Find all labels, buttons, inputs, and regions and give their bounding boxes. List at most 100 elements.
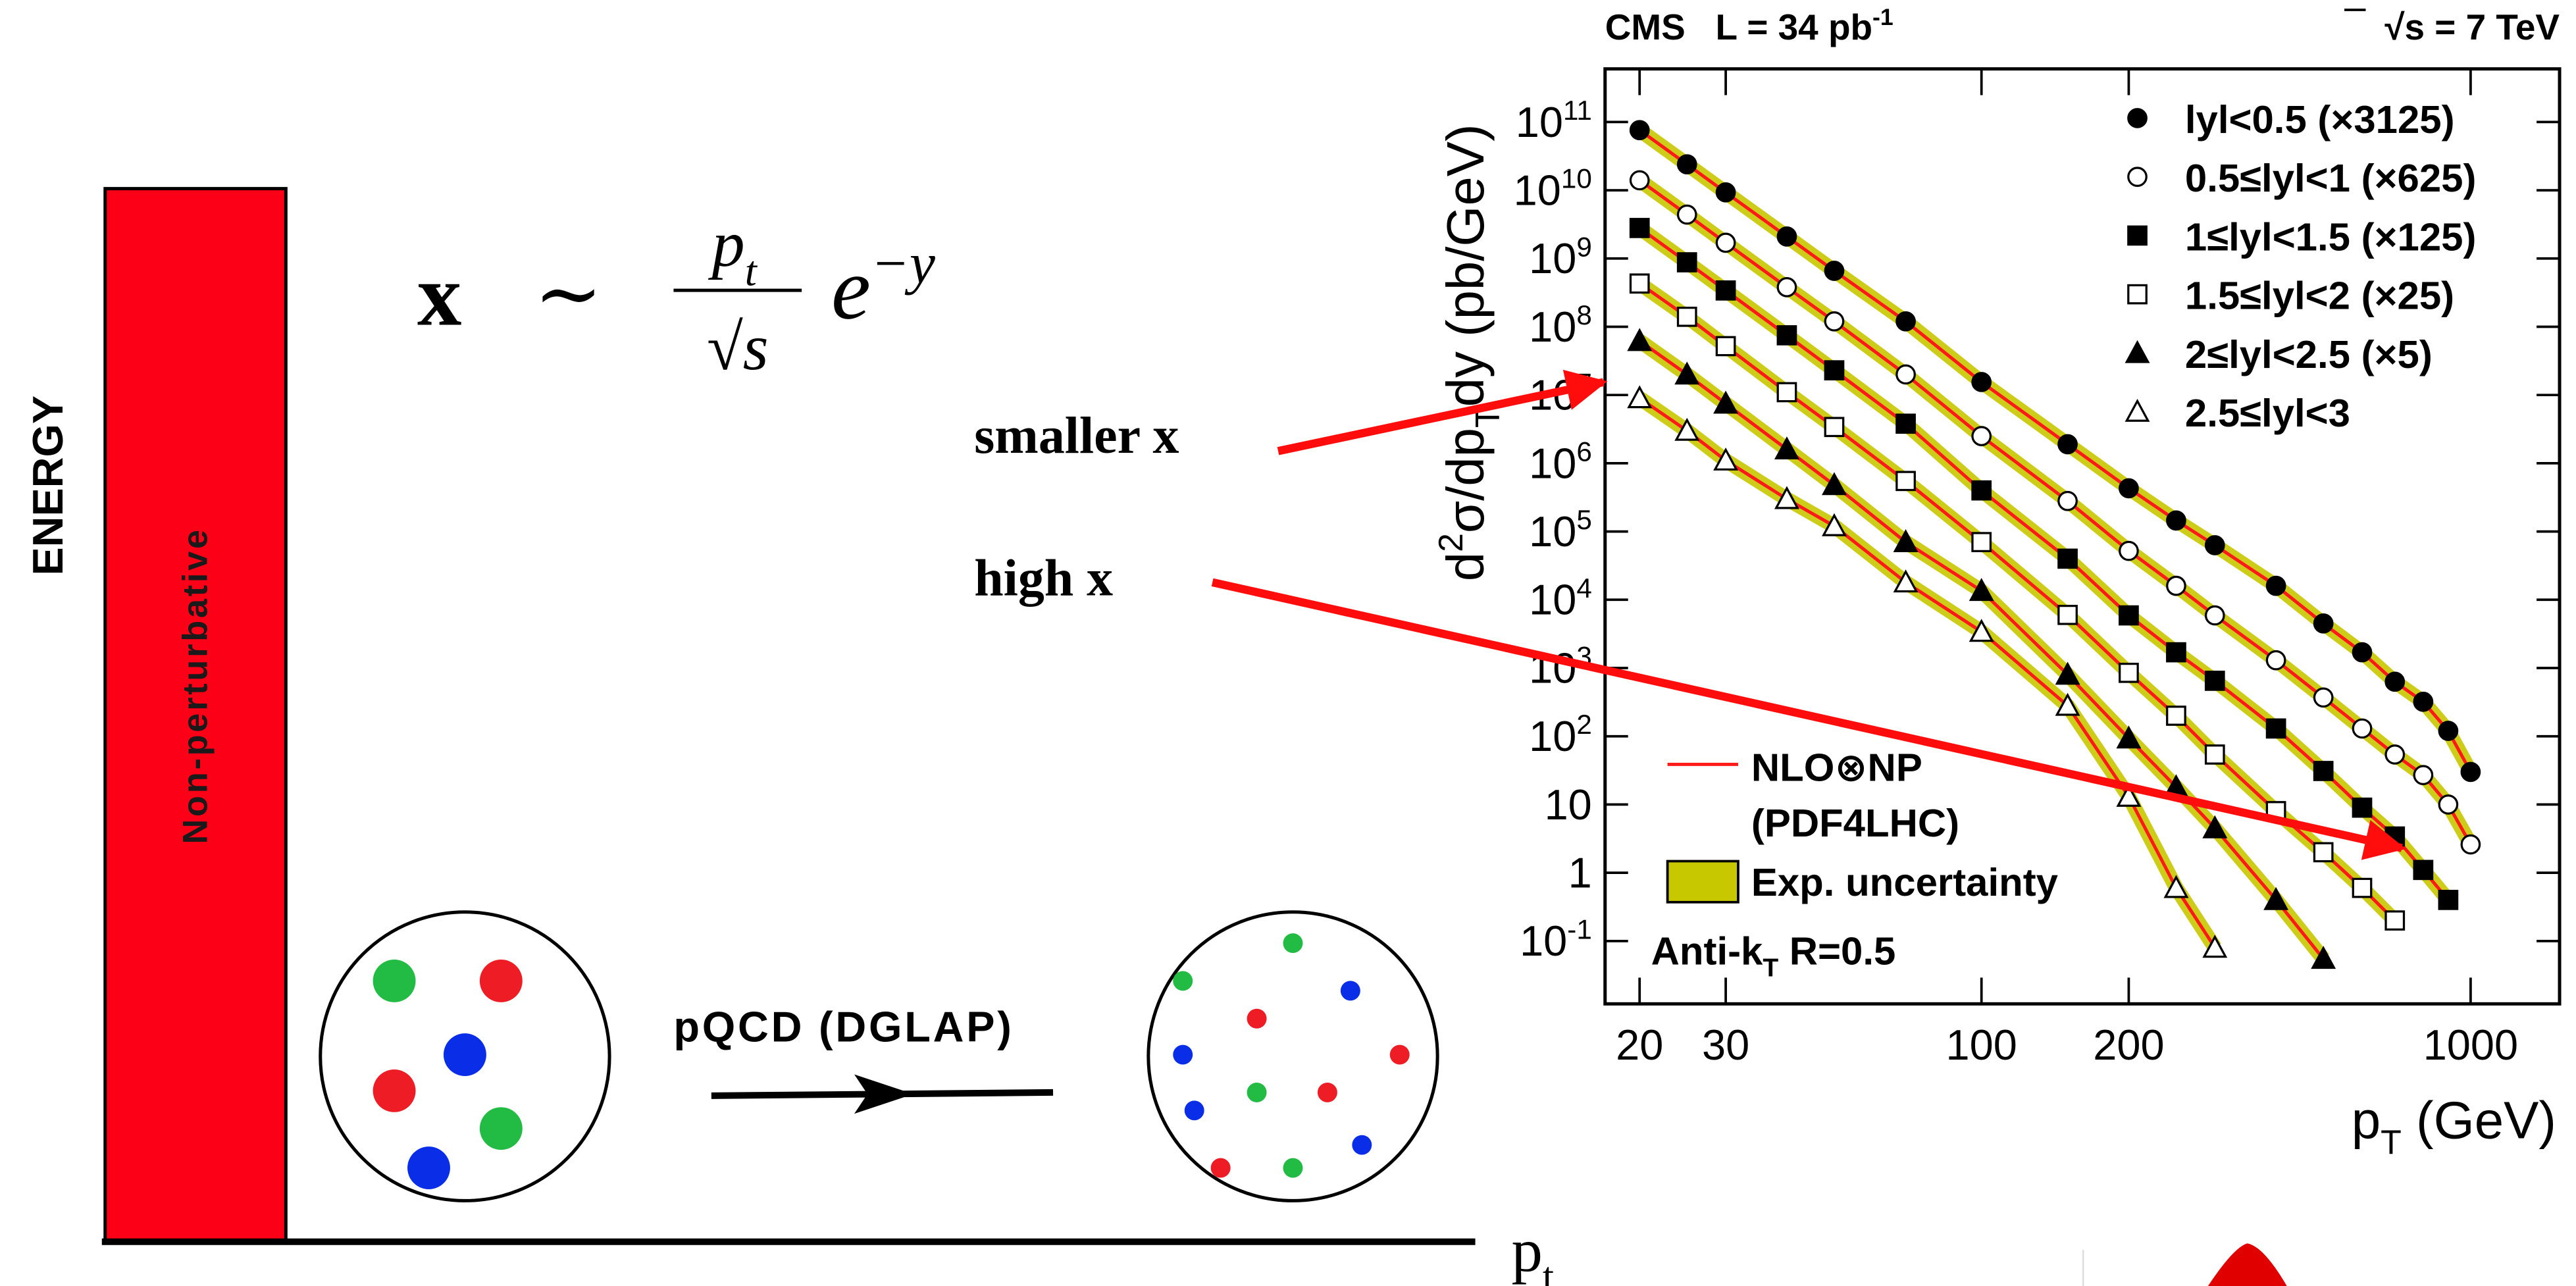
data-point — [2313, 842, 2334, 863]
y-tick-label: 108 — [1529, 299, 1592, 351]
y-tick-label: 104 — [1529, 573, 1592, 624]
data-point — [2265, 650, 2286, 671]
data-point — [1627, 328, 1653, 351]
data-point — [2438, 890, 2459, 910]
data-point — [1715, 182, 1736, 203]
legend-marker — [2125, 398, 2150, 422]
nonperturbative-region — [103, 187, 288, 1244]
data-point — [2311, 946, 2336, 969]
x-axis-label: pT (GeV) — [2352, 1091, 2556, 1162]
partons-high-res — [1173, 933, 1410, 1178]
legend-marker — [2125, 340, 2150, 363]
data-point — [1774, 486, 1799, 509]
formula-lhs: x — [417, 247, 461, 345]
data-point — [1971, 372, 1992, 392]
data-point — [2413, 765, 2434, 786]
evolution-arrowhead — [854, 1074, 914, 1114]
data-point — [2119, 662, 2139, 683]
legend-label: 0.5≤lyl<1 (×625) — [2185, 156, 2477, 200]
data-point — [2116, 725, 2142, 749]
legend-marker — [2127, 108, 2148, 128]
x-tick-label: 30 — [1702, 1021, 1749, 1069]
data-point — [1824, 417, 1845, 438]
data-point — [1776, 226, 1797, 247]
legend-label: 2.5≤lyl<3 — [2185, 391, 2350, 435]
data-point — [2055, 661, 2080, 685]
data-point — [1713, 448, 1739, 471]
data-point — [1895, 413, 1916, 434]
data-point — [2460, 761, 2481, 783]
pointer-arrow — [1211, 578, 2406, 860]
data-point — [2204, 535, 2225, 555]
pt-axis-label: pt — [1511, 1216, 1554, 1286]
data-point — [1629, 120, 1650, 141]
data-point — [2202, 815, 2228, 838]
legend-marker — [2127, 284, 2148, 305]
data-point — [1776, 325, 1797, 346]
y-tick-label: 1011 — [1516, 95, 1592, 146]
data-point — [2055, 692, 2080, 716]
data-point — [2438, 721, 2459, 741]
data-point — [2352, 797, 2373, 818]
data-point — [2265, 575, 2286, 596]
data-point — [2265, 718, 2286, 739]
formula-exponential: e−y — [831, 232, 935, 338]
x-tick-label: 20 — [1616, 1021, 1663, 1069]
data-point — [2313, 613, 2334, 634]
data-point — [2413, 691, 2434, 712]
data-point — [1629, 273, 1650, 294]
y-axis-label: d2σ/dpTdy (pb/GeV) — [1431, 124, 1507, 581]
y-tick-label: 1010 — [1514, 163, 1592, 215]
data-point — [1627, 385, 1653, 409]
data-point — [2384, 744, 2406, 765]
data-point — [2057, 548, 2078, 569]
data-point — [1629, 218, 1650, 238]
proton-high-res — [1146, 910, 1439, 1202]
data-point — [1822, 472, 1847, 496]
nonperturbative-label: Non-perturbative — [176, 527, 215, 844]
energy-label: ENERGY — [24, 396, 72, 576]
data-point — [2166, 642, 2186, 663]
formula-numerator: pt — [708, 207, 758, 296]
data-point — [2119, 540, 2139, 561]
data-point — [2204, 671, 2225, 691]
legend-label: Exp. uncertainty — [1751, 860, 2058, 904]
partons-low-res — [373, 960, 523, 1189]
data-point — [1674, 361, 1700, 385]
data-point — [2163, 875, 2189, 898]
legend-label: 2≤lyl<2.5 (×5) — [2185, 332, 2433, 376]
data-point — [2460, 834, 2481, 855]
chart: CMS L = 34 pb-1 √s = 7 TeV d2σ/dpTdy (pb… — [1431, 4, 2562, 1162]
data-point — [2057, 604, 2078, 625]
formula-rel: ∼ — [534, 249, 603, 340]
data-point — [1776, 277, 1797, 297]
data-point — [1676, 252, 1697, 272]
y-tick-label: 1 — [1568, 849, 1592, 897]
data-point — [2352, 642, 2373, 663]
legend-marker — [2127, 225, 2148, 246]
data-point — [1713, 390, 1739, 414]
data-point — [2119, 605, 2139, 626]
data-point — [2263, 887, 2289, 910]
data-point — [1971, 426, 1992, 446]
data-point — [2166, 706, 2186, 726]
data-point — [1895, 364, 1916, 385]
data-point — [1824, 261, 1845, 281]
data-point — [2119, 478, 2139, 499]
smaller-x-label: smaller x — [974, 407, 1179, 465]
data-point — [1629, 170, 1650, 191]
data-point — [1822, 513, 1847, 536]
data-point — [1676, 154, 1697, 174]
y-tick-label: 109 — [1529, 231, 1592, 282]
high-x-label: high x — [974, 550, 1113, 607]
data-point — [1774, 436, 1799, 460]
chart-header-left: CMS L = 34 pb-1 — [1605, 4, 1893, 47]
data-point — [2313, 761, 2334, 781]
data-point — [1676, 204, 1697, 225]
data-point — [2057, 434, 2078, 455]
pointer-arrow — [1277, 369, 1608, 455]
data-point — [1824, 311, 1845, 332]
evolution-label: pQCD (DGLAP) — [673, 1003, 1014, 1051]
